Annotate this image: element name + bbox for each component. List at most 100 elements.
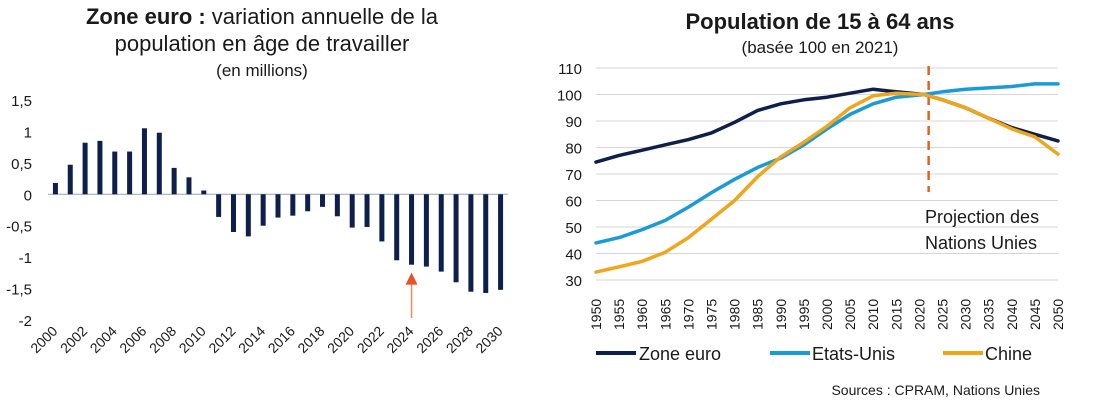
right-xtick-label: 2000 — [819, 299, 835, 330]
left-chart-axes: 1,5 1 0,5 0 -0,5 -1 -1,5 -2 — [6, 93, 508, 330]
left-title-bold: Zone euro : — [86, 4, 206, 29]
left-xtick-label: 2016 — [265, 323, 298, 356]
left-bar-2008 — [171, 167, 177, 195]
right-chart-grid: 110 100 90 80 70 60 50 40 30 — [557, 61, 1058, 290]
left-chart-title: Zone euro : variation annuelle de la — [86, 4, 439, 29]
right-xtick-label: 2050 — [1050, 299, 1066, 330]
right-xtick-label: 1950 — [588, 299, 604, 330]
left-bar-2015 — [275, 194, 281, 218]
right-chart-title: Population de 15 à 64 ans — [686, 9, 955, 34]
left-bar-2009 — [186, 177, 192, 195]
right-xtick-label: 2030 — [958, 299, 974, 330]
highlight-arrow-head — [405, 272, 418, 285]
left-bar-2019 — [334, 194, 340, 217]
right-ytick-label: 40 — [565, 247, 582, 264]
right-xtick-label: 1995 — [796, 299, 812, 330]
left-ytick-label: -1,5 — [6, 282, 32, 299]
right-xtick-label: 1980 — [727, 299, 743, 330]
right-chart-xticks: 1950 1955 1960 1965 1970 1975 1980 1985 1990 1995… — [588, 299, 1066, 330]
left-ytick-label: 0,5 — [11, 156, 32, 173]
left-bar-2011 — [216, 194, 222, 217]
left-ytick-label: 1,5 — [11, 93, 32, 110]
left-bar-2025 — [423, 194, 429, 267]
right-ytick-label: 100 — [557, 88, 582, 105]
left-ytick-label: 1 — [24, 124, 32, 141]
left-bar-2017 — [305, 194, 311, 212]
right-ytick-label: 80 — [565, 141, 582, 158]
left-xtick-label: 2026 — [413, 323, 446, 356]
source-note: Sources : CPRAM, Nations Unies — [831, 382, 1040, 398]
right-ytick-label: 90 — [565, 114, 582, 131]
left-bar-2018 — [320, 194, 326, 207]
left-xtick-label: 2006 — [116, 323, 149, 356]
left-xtick-label: 2012 — [205, 323, 238, 356]
right-xtick-label: 1985 — [750, 299, 766, 330]
right-ytick-label: 60 — [565, 194, 582, 211]
left-bar-2024 — [409, 194, 415, 265]
left-bar-2013 — [245, 194, 251, 237]
series-line-etats-unis — [594, 82, 1060, 245]
left-xtick-label: 2000 — [27, 323, 60, 356]
left-chart-subtitle: (en millions) — [216, 61, 308, 80]
right-xtick-label: 2025 — [935, 299, 951, 330]
left-xtick-label: 2002 — [57, 323, 90, 356]
left-chart-xticks: 2000200220042006200820102012201420162018… — [27, 323, 506, 356]
legend-label-zone-euro: Zone euro — [639, 344, 721, 364]
left-bar-2000 — [52, 182, 58, 195]
right-xtick-label: 2005 — [842, 299, 858, 330]
left-bar-2004 — [112, 151, 118, 195]
left-bar-2003 — [97, 140, 103, 195]
right-ytick-label: 50 — [565, 220, 582, 237]
left-bar-2007 — [156, 132, 162, 195]
right-xtick-label: 2020 — [911, 299, 927, 330]
left-bar-2016 — [290, 194, 296, 216]
right-xtick-label: 2015 — [888, 299, 904, 330]
left-xtick-label: 2028 — [443, 323, 476, 356]
left-bar-2005 — [127, 151, 133, 195]
right-ytick-label: 30 — [565, 273, 582, 290]
right-xtick-label: 2010 — [865, 299, 881, 330]
left-xtick-label: 2004 — [87, 323, 120, 356]
left-bar-2023 — [394, 194, 400, 261]
left-bar-2029 — [483, 194, 489, 293]
left-xtick-label: 2024 — [383, 323, 416, 356]
right-xtick-label: 1990 — [773, 299, 789, 330]
right-ytick-label: 70 — [565, 167, 582, 184]
left-bar-2026 — [438, 194, 444, 272]
projection-annotation-line1: Projection des — [925, 207, 1039, 227]
left-bar-2028 — [468, 194, 474, 292]
left-bar-2010 — [201, 190, 207, 195]
left-ytick-label: -2 — [19, 313, 32, 330]
left-xtick-label: 2018 — [294, 323, 327, 356]
left-ytick-label: -0,5 — [6, 219, 32, 236]
left-ytick-label: 0 — [24, 187, 32, 204]
left-title-rest: variation annuelle de la — [212, 4, 439, 29]
left-xtick-label: 2022 — [354, 323, 387, 356]
right-xtick-label: 1965 — [657, 299, 673, 330]
series-line-chine — [594, 91, 1060, 274]
left-bar-2006 — [141, 128, 147, 195]
left-bar-2012 — [230, 194, 236, 232]
left-bar-2001 — [67, 164, 73, 195]
left-ytick-label: -1 — [19, 250, 32, 267]
left-chart-title-line2: population en âge de travailler — [115, 31, 410, 56]
projection-annotation-line2: Nations Unies — [925, 233, 1037, 253]
right-xtick-label: 1970 — [680, 299, 696, 330]
right-chart-subtitle: (basée 100 en 2021) — [742, 38, 899, 57]
right-xtick-label: 1975 — [704, 299, 720, 330]
left-bar-2014 — [260, 194, 266, 226]
left-bar-2027 — [453, 194, 459, 283]
right-xtick-label: 2035 — [981, 299, 997, 330]
left-bar-2020 — [349, 194, 355, 228]
left-chart-bars — [52, 128, 504, 318]
left-xtick-label: 2014 — [235, 323, 268, 356]
left-bar-2022 — [379, 194, 385, 242]
right-xtick-label: 1960 — [634, 299, 650, 330]
right-chart-lines — [594, 82, 1060, 274]
right-xtick-label: 2045 — [1027, 299, 1043, 330]
left-xtick-label: 2010 — [176, 323, 209, 356]
left-bar-2002 — [82, 142, 88, 195]
legend-label-chine: Chine — [985, 344, 1032, 364]
left-xtick-label: 2020 — [324, 323, 357, 356]
